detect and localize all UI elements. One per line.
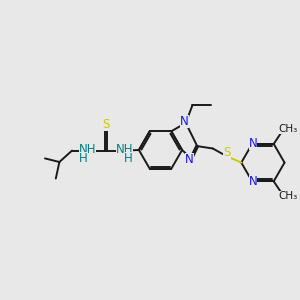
- Text: N: N: [249, 175, 257, 188]
- Text: CH₃: CH₃: [278, 124, 297, 134]
- Text: H: H: [124, 152, 133, 165]
- Text: NH: NH: [79, 143, 96, 156]
- Text: CH₃: CH₃: [278, 191, 297, 201]
- Text: N: N: [185, 153, 194, 166]
- Text: N: N: [249, 137, 257, 150]
- Text: S: S: [223, 146, 231, 159]
- Text: S: S: [102, 118, 110, 131]
- Text: NH: NH: [116, 143, 133, 156]
- Text: N: N: [180, 115, 189, 128]
- Text: H: H: [79, 152, 88, 165]
